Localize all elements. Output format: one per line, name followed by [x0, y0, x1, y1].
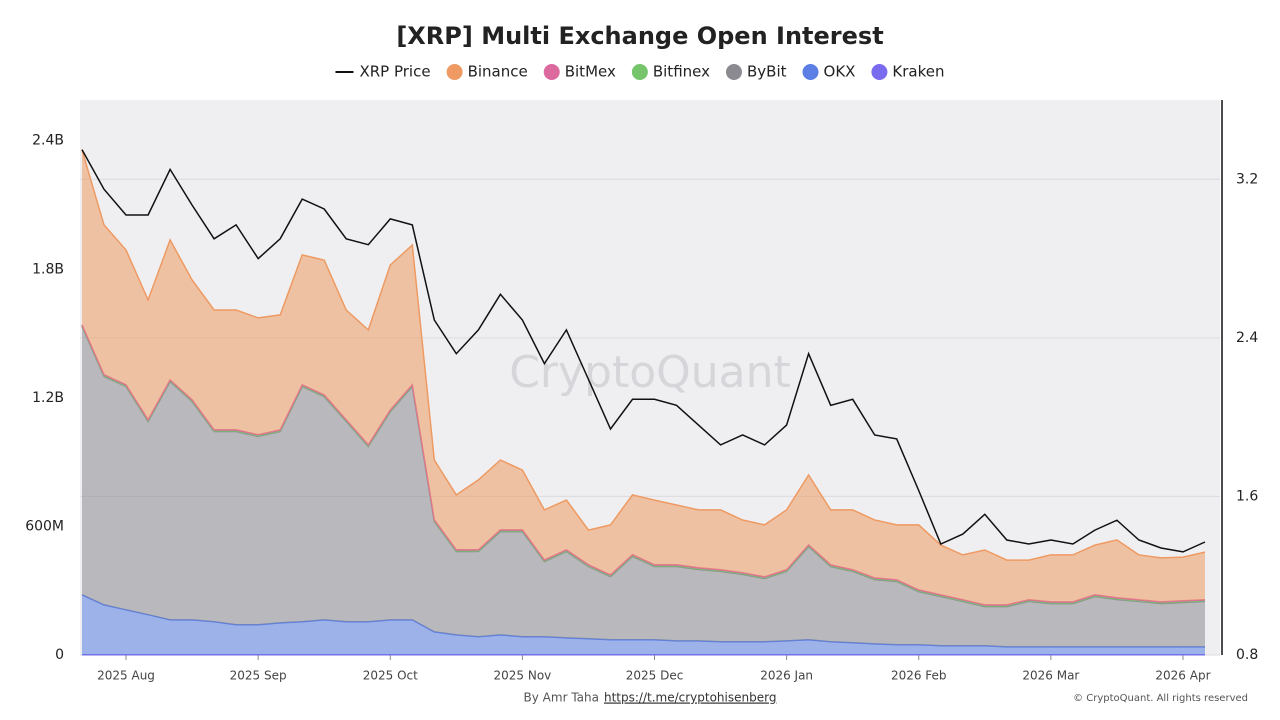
- legend-item: Binance: [446, 63, 528, 81]
- legend-item: Kraken: [871, 63, 945, 81]
- y-tick-label: 1.2B: [32, 390, 64, 406]
- x-tick-label: 2026 Mar: [1022, 669, 1079, 683]
- legend-dot: [631, 64, 648, 80]
- credit-link[interactable]: https://t.me/cryptohisenberg: [604, 691, 776, 705]
- legend-dot: [725, 64, 742, 80]
- x-tick-label: 2025 Sep: [230, 669, 287, 683]
- chart-title: [XRP] Multi Exchange Open Interest: [396, 22, 883, 50]
- area-edge: [81, 149, 1206, 561]
- legend-item: XRP Price: [335, 63, 431, 81]
- y2-tick-label: 2.4: [1236, 330, 1258, 346]
- legend-dot: [543, 64, 560, 80]
- legend-dot: [871, 64, 888, 80]
- legend-item: Bitfinex: [631, 63, 710, 81]
- y-tick-label: 600M: [25, 518, 64, 534]
- legend-item: ByBit: [725, 63, 787, 81]
- legend-item: BitMex: [543, 63, 616, 81]
- legend: XRP Price Binance BitMex Bitfinex ByBit OKX Kr…: [335, 63, 945, 81]
- x-tick-label: 2025 Aug: [97, 669, 155, 683]
- legend-dot: [802, 64, 819, 80]
- y2-tick-label: 3.2: [1236, 171, 1258, 187]
- area: [82, 149, 1205, 605]
- legend-label: XRP Price: [359, 63, 430, 81]
- y2-tick-label: 1.6: [1236, 488, 1258, 504]
- area: [82, 594, 1205, 655]
- y-tick-label: 0: [55, 647, 64, 663]
- y2-tick-label: 0.8: [1236, 647, 1258, 663]
- legend-label: OKX: [824, 63, 856, 81]
- legend-label: Bitfinex: [653, 63, 710, 81]
- x-tick-label: 2025 Dec: [626, 669, 684, 683]
- x-tick-label: 2026 Apr: [1155, 669, 1210, 683]
- legend-item: OKX: [802, 63, 856, 81]
- legend-label: BitMex: [565, 63, 616, 81]
- legend-label: ByBit: [747, 63, 787, 81]
- x-tick-label: 2026 Feb: [891, 669, 947, 683]
- x-tick-label: 2025 Nov: [494, 669, 552, 683]
- watermark: CryptoQuant: [509, 347, 791, 398]
- area: [82, 326, 1205, 647]
- legend-label: Binance: [468, 63, 528, 81]
- y-tick-label: 1.8B: [32, 261, 64, 277]
- copyright: © CryptoQuant. All rights reserved: [1073, 693, 1248, 704]
- credit: By Amr Taha: [524, 691, 599, 705]
- x-tick-label: 2026 Jan: [760, 669, 813, 683]
- price-line: [81, 149, 1206, 553]
- x-tick-label: 2025 Oct: [363, 669, 418, 683]
- legend-label: Kraken: [892, 63, 944, 81]
- y-tick-label: 2.4B: [32, 133, 64, 149]
- legend-dot: [446, 64, 463, 80]
